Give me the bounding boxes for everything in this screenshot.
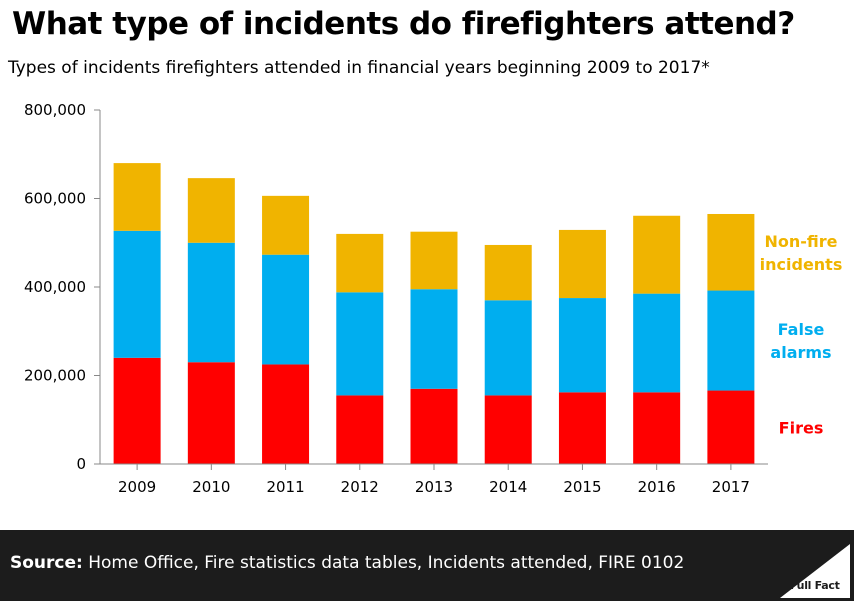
- y-tick-label: 200,000: [24, 367, 86, 385]
- bar-non-fire-incidents-2012: [336, 233, 384, 293]
- x-tick-label: 2017: [712, 478, 750, 496]
- footer-bar: Source: Home Office, Fire statistics dat…: [0, 530, 854, 601]
- bar-false-alarms-2015: [558, 298, 606, 393]
- bar-false-alarms-2009: [113, 230, 161, 358]
- bar-non-fire-incidents-2011: [262, 195, 310, 255]
- bar-fires-2017: [707, 390, 755, 464]
- y-tick-label: 600,000: [24, 190, 86, 208]
- chart-title: What type of incidents do firefighters a…: [12, 6, 795, 42]
- x-tick-label: 2013: [415, 478, 453, 496]
- bar-non-fire-incidents-2009: [113, 163, 161, 231]
- bar-fires-2011: [262, 364, 310, 464]
- bar-fires-2015: [558, 392, 606, 464]
- source-text: Home Office, Fire statistics data tables…: [82, 553, 685, 573]
- bar-fires-2013: [410, 388, 458, 464]
- y-tick-label: 800,000: [24, 101, 86, 119]
- bar-non-fire-incidents-2015: [558, 229, 606, 299]
- x-tick-label: 2010: [192, 478, 230, 496]
- bar-false-alarms-2017: [707, 290, 755, 391]
- series-label-false-alarms: False: [778, 320, 825, 339]
- bar-false-alarms-2013: [410, 289, 458, 389]
- x-tick-label: 2009: [118, 478, 156, 496]
- logo-triangle-icon: [780, 544, 850, 598]
- x-tick-label: 2015: [563, 478, 601, 496]
- bar-fires-2016: [633, 392, 681, 464]
- chart-subtitle: Types of incidents firefighters attended…: [8, 58, 710, 78]
- bar-non-fire-incidents-2017: [707, 213, 755, 291]
- logo-text: Full Fact: [790, 579, 840, 592]
- bar-non-fire-incidents-2010: [187, 178, 235, 243]
- source-note: Source: Home Office, Fire statistics dat…: [10, 553, 684, 573]
- series-label-non-fire-incidents: Non-fire: [764, 232, 837, 251]
- x-tick-label: 2011: [266, 478, 304, 496]
- series-label-false-alarms: alarms: [770, 343, 831, 362]
- x-tick-label: 2016: [638, 478, 676, 496]
- stacked-bar-chart: 0 200,000 400,000 600,000 800,000 2009 2010 201…: [24, 101, 843, 496]
- source-label: Source:: [10, 553, 83, 573]
- bar-fires-2014: [484, 395, 532, 464]
- bar-false-alarms-2011: [262, 254, 310, 365]
- series-label-non-fire-incidents: incidents: [760, 255, 843, 274]
- full-fact-logo: Full Fact: [780, 544, 850, 598]
- bar-non-fire-incidents-2014: [484, 244, 532, 301]
- x-tick-label: 2012: [341, 478, 379, 496]
- bar-fires-2012: [336, 395, 384, 464]
- bar-non-fire-incidents-2013: [410, 231, 458, 290]
- series-label-fires: Fires: [779, 418, 824, 437]
- bar-false-alarms-2016: [633, 293, 681, 393]
- bar-non-fire-incidents-2016: [633, 215, 681, 294]
- bar-false-alarms-2014: [484, 300, 532, 396]
- y-tick-label: 400,000: [24, 278, 86, 296]
- bar-fires-2009: [113, 357, 161, 464]
- bar-false-alarms-2010: [187, 242, 235, 363]
- y-tick-label: 0: [76, 455, 86, 473]
- bar-false-alarms-2012: [336, 292, 384, 396]
- x-tick-label: 2014: [489, 478, 527, 496]
- bar-fires-2010: [187, 362, 235, 464]
